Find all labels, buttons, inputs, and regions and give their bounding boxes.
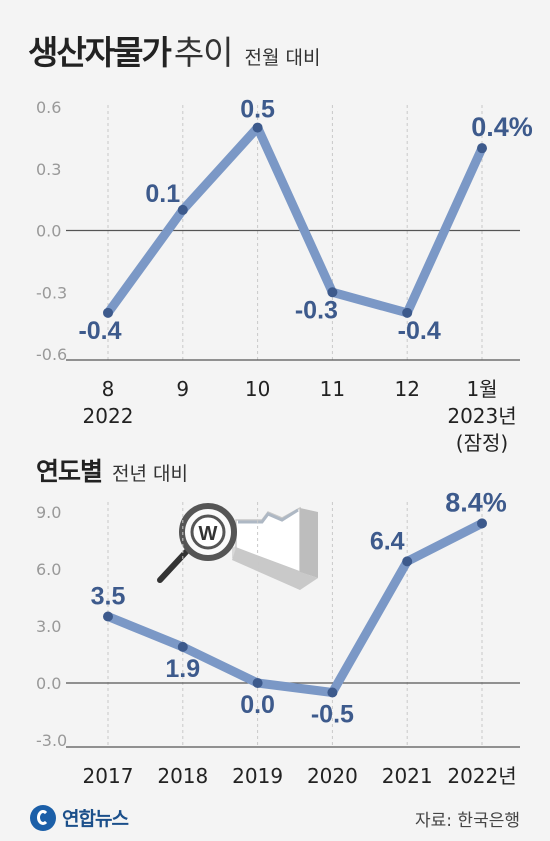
chart1-x-tick-label: 1월 bbox=[466, 377, 497, 401]
chart2-x-tick-label: 2019 bbox=[232, 764, 283, 788]
chart1-ytick-label: 0.3 bbox=[36, 160, 61, 179]
page-title: 생산자물가 추이 전월 대비 bbox=[28, 26, 321, 74]
chart2-data-label: 6.4 bbox=[370, 527, 405, 555]
chart2-data-label: 1.9 bbox=[165, 655, 200, 683]
chart2-data-label: 0.0 bbox=[240, 691, 275, 719]
chart2-data-point bbox=[477, 518, 487, 529]
chart2-ytick-label: 6.0 bbox=[36, 560, 61, 579]
chart1-x-tick-label: 10 bbox=[245, 377, 270, 401]
chart1-data-label: 0.5 bbox=[240, 96, 275, 124]
chart2-data-point bbox=[402, 556, 413, 567]
chart2-series-line bbox=[103, 518, 487, 697]
chart2-ytick-label: -3.0 bbox=[36, 731, 67, 750]
chart1-series-line bbox=[103, 123, 487, 318]
yonhap-logo: 연합뉴스 bbox=[30, 804, 129, 831]
section2-title-bold: 연도별 bbox=[36, 457, 103, 486]
chart2-data-label: -0.5 bbox=[311, 701, 354, 729]
chart1-data-label: -0.3 bbox=[295, 296, 338, 324]
chart1-data-point bbox=[103, 307, 113, 318]
chart2-data-label: 8.4% bbox=[445, 487, 507, 517]
line-chart-backdrop-icon bbox=[232, 506, 318, 590]
chart1-x-tick-label: 8 bbox=[102, 377, 115, 401]
svg-text:W: W bbox=[199, 523, 218, 545]
chart1-data-point bbox=[402, 307, 413, 318]
chart2-ytick-label: 0.0 bbox=[36, 674, 61, 693]
chart1-x-tick-sublabel2: (잠정) bbox=[456, 431, 508, 455]
yonhap-logo-icon bbox=[30, 804, 56, 831]
section2-title: 연도별 전년 대비 bbox=[36, 452, 188, 488]
chart1-data-point bbox=[327, 287, 338, 298]
chart1-data-point bbox=[177, 204, 188, 215]
chart1-x-tick-sublabel: 2022 bbox=[83, 404, 134, 428]
chart2-data-label: 3.5 bbox=[91, 583, 126, 611]
section2-subtitle: 전년 대비 bbox=[112, 463, 188, 485]
chart2-data-point bbox=[327, 687, 338, 698]
chart1-data-label: -0.4 bbox=[398, 317, 441, 345]
chart1-x-tick-label: 9 bbox=[176, 377, 189, 401]
logo-text: 연합뉴스 bbox=[62, 808, 129, 830]
title-light: 추이 bbox=[173, 33, 234, 72]
chart1-data-label: -0.4 bbox=[78, 317, 121, 345]
chart1-x-tick-label: 11 bbox=[320, 377, 345, 401]
chart1-data-label: 0.4% bbox=[471, 112, 533, 142]
chart2-x-tick-label: 2022년 bbox=[447, 764, 516, 788]
chart1-ytick-label: 0.6 bbox=[36, 98, 61, 117]
chart2-data-point bbox=[103, 611, 113, 622]
chart-yearly: 9.0 6.0 3.0 0.0 -3.0 3.5 1.9 0.0 -0.5 6.4 8.4% 2017… bbox=[36, 487, 520, 788]
chart2-data-point bbox=[177, 641, 188, 652]
chart-monthly: 0.6 0.3 0.0 -0.3 -0.6 -0.4 0.1 0.5 -0.3 -0.4 0.4% 8… bbox=[36, 96, 533, 455]
chart1-x-tick-label: 12 bbox=[394, 377, 419, 401]
chart1-ytick-label: -0.6 bbox=[36, 345, 67, 364]
chart2-x-tick-label: 2018 bbox=[157, 764, 208, 788]
chart2-data-point bbox=[252, 678, 263, 688]
chart2-ytick-label: 3.0 bbox=[36, 617, 61, 636]
chart1-data-label: 0.1 bbox=[145, 180, 180, 208]
chart1-x-tick-sublabel: 2023년 bbox=[447, 404, 516, 428]
chart2-x-tick-label: 2020 bbox=[307, 764, 358, 788]
title-subtitle: 전월 대비 bbox=[244, 47, 321, 69]
chart1-data-point bbox=[252, 122, 263, 133]
chart1-ytick-label: 0.0 bbox=[36, 222, 61, 241]
magnifier-won-icon: W bbox=[157, 503, 237, 583]
chart1-ytick-label: -0.3 bbox=[36, 283, 67, 302]
chart2-x-tick-label: 2017 bbox=[83, 764, 134, 788]
source-note: 자료: 한국은행 bbox=[415, 811, 520, 831]
chart1-data-point bbox=[477, 143, 487, 154]
title-bold: 생산자물가 bbox=[28, 33, 172, 72]
chart2-ytick-label: 9.0 bbox=[36, 503, 61, 522]
chart2-x-tick-label: 2021 bbox=[382, 764, 433, 788]
